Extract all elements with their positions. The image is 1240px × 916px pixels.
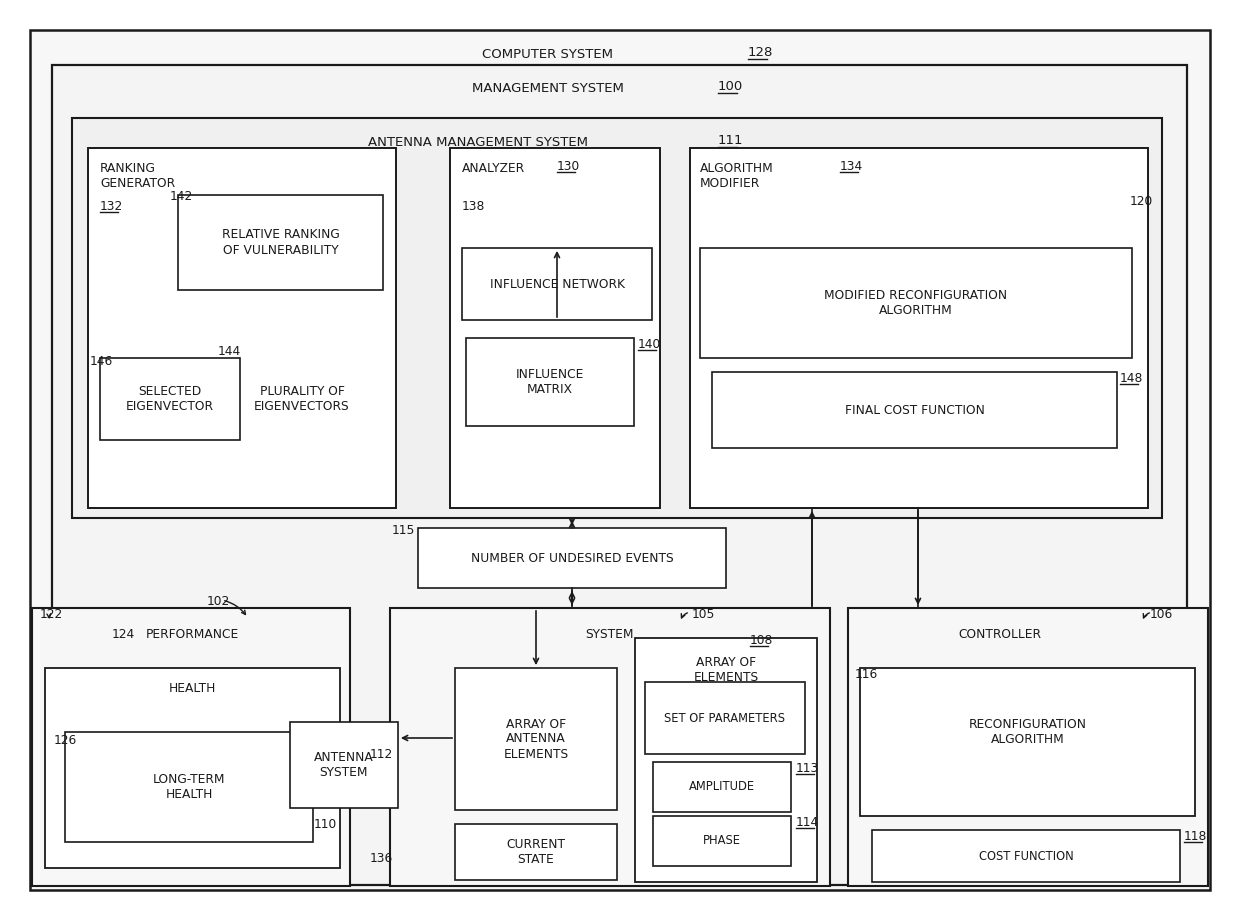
Text: 148: 148	[1120, 372, 1143, 385]
Text: PERFORMANCE: PERFORMANCE	[145, 628, 238, 641]
Bar	[645, 682, 805, 754]
Bar	[450, 148, 660, 508]
Text: 106: 106	[1149, 608, 1173, 621]
Text: 112: 112	[370, 748, 393, 761]
Text: 126: 126	[55, 734, 77, 747]
Text: SET OF PARAMETERS: SET OF PARAMETERS	[665, 712, 785, 725]
Text: 140: 140	[639, 338, 661, 351]
Text: 113: 113	[796, 762, 820, 775]
Text: 136: 136	[370, 852, 393, 865]
Text: 124: 124	[112, 628, 135, 641]
Text: CONTROLLER: CONTROLLER	[959, 628, 1042, 641]
Text: FINAL COST FUNCTION: FINAL COST FUNCTION	[844, 404, 985, 417]
Text: 144: 144	[218, 345, 242, 358]
Text: SELECTED
EIGENVECTOR: SELECTED EIGENVECTOR	[126, 385, 215, 413]
Text: 120: 120	[1130, 195, 1153, 208]
Text: MODIFIED RECONFIGURATION
ALGORITHM: MODIFIED RECONFIGURATION ALGORITHM	[825, 289, 1008, 317]
Bar	[455, 824, 618, 880]
Bar	[64, 732, 312, 842]
Text: RELATIVE RANKING
OF VULNERABILITY: RELATIVE RANKING OF VULNERABILITY	[222, 228, 340, 256]
Bar	[45, 668, 340, 868]
Text: INFLUENCE NETWORK: INFLUENCE NETWORK	[490, 278, 625, 290]
Bar	[463, 248, 652, 320]
Text: ARRAY OF
ELEMENTS: ARRAY OF ELEMENTS	[693, 656, 759, 684]
Bar	[88, 148, 396, 508]
Text: 146: 146	[91, 355, 113, 368]
Text: 130: 130	[557, 160, 580, 173]
Text: 122: 122	[40, 608, 63, 621]
Text: ANTENNA
SYSTEM: ANTENNA SYSTEM	[314, 751, 374, 779]
Text: 105: 105	[692, 608, 715, 621]
Bar	[635, 638, 817, 882]
Text: CURRENT
STATE: CURRENT STATE	[506, 838, 565, 866]
Text: 115: 115	[392, 524, 415, 537]
Text: 142: 142	[170, 190, 193, 203]
Bar	[418, 528, 725, 588]
Bar	[179, 195, 383, 290]
Bar	[872, 830, 1180, 882]
Text: AMPLITUDE: AMPLITUDE	[689, 780, 755, 793]
Text: HEALTH: HEALTH	[169, 682, 216, 695]
Text: 134: 134	[839, 160, 863, 173]
Text: LONG-TERM
HEALTH: LONG-TERM HEALTH	[153, 773, 226, 801]
Text: RECONFIGURATION
ALGORITHM: RECONFIGURATION ALGORITHM	[968, 718, 1086, 746]
Text: MANAGEMENT SYSTEM: MANAGEMENT SYSTEM	[472, 82, 624, 95]
Text: 138: 138	[463, 200, 485, 213]
Text: INFLUENCE
MATRIX: INFLUENCE MATRIX	[516, 368, 584, 396]
Text: PLURALITY OF
EIGENVECTORS: PLURALITY OF EIGENVECTORS	[254, 385, 350, 413]
Bar	[712, 372, 1117, 448]
Bar	[848, 608, 1208, 886]
Bar	[52, 65, 1187, 885]
Text: 108: 108	[750, 634, 774, 647]
Text: ANALYZER: ANALYZER	[463, 162, 525, 175]
Text: RANKING
GENERATOR: RANKING GENERATOR	[100, 162, 175, 190]
Bar	[653, 762, 791, 812]
Bar	[861, 668, 1195, 816]
Text: 111: 111	[718, 134, 744, 147]
Bar	[466, 338, 634, 426]
Text: ANTENNA MANAGEMENT SYSTEM: ANTENNA MANAGEMENT SYSTEM	[368, 136, 588, 149]
Bar	[455, 668, 618, 810]
Bar	[701, 248, 1132, 358]
Bar	[72, 118, 1162, 518]
Text: 116: 116	[856, 668, 878, 681]
Text: 100: 100	[718, 80, 743, 93]
Text: 102: 102	[206, 595, 229, 608]
Bar	[689, 148, 1148, 508]
Text: 118: 118	[1184, 830, 1208, 843]
Text: COMPUTER SYSTEM: COMPUTER SYSTEM	[482, 48, 614, 61]
Text: COST FUNCTION: COST FUNCTION	[978, 849, 1074, 863]
Text: 114: 114	[796, 816, 820, 829]
Bar	[32, 608, 350, 886]
Text: 110: 110	[314, 818, 336, 831]
Bar	[653, 816, 791, 866]
Bar	[391, 608, 830, 886]
Text: ARRAY OF
ANTENNA
ELEMENTS: ARRAY OF ANTENNA ELEMENTS	[503, 717, 569, 760]
Text: NUMBER OF UNDESIRED EVENTS: NUMBER OF UNDESIRED EVENTS	[471, 551, 673, 564]
Text: PHASE: PHASE	[703, 834, 742, 847]
Text: ALGORITHM
MODIFIER: ALGORITHM MODIFIER	[701, 162, 774, 190]
Text: SYSTEM: SYSTEM	[585, 628, 634, 641]
Bar	[100, 358, 241, 440]
Bar	[290, 722, 398, 808]
Text: 128: 128	[748, 46, 774, 59]
Text: 132: 132	[100, 200, 123, 213]
